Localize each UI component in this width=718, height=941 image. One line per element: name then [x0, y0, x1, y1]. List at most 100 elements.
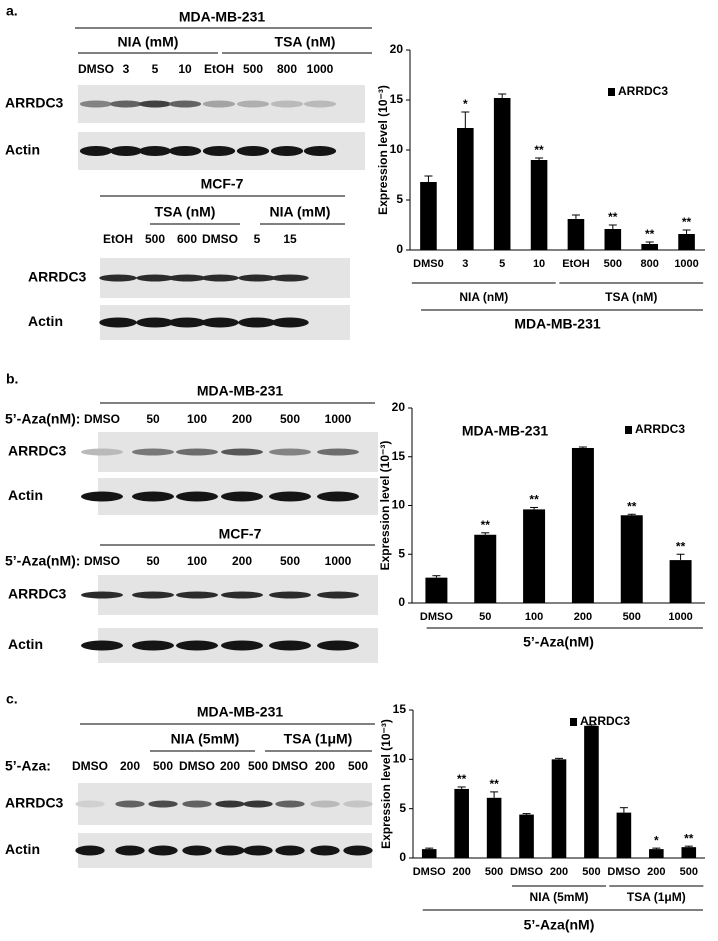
blot-band	[317, 640, 359, 651]
legend-label: ARRDC3	[580, 714, 630, 728]
lane-label: 500	[280, 554, 300, 568]
bar	[474, 534, 497, 603]
row-label: ARRDC3	[5, 795, 64, 811]
legend-swatch	[625, 426, 632, 434]
bar	[669, 560, 692, 603]
blot-band	[269, 491, 311, 502]
y-tick-label: 10	[392, 498, 406, 512]
blot-band	[168, 317, 206, 328]
blot-band	[79, 146, 113, 156]
legend-label: ARRDC3	[618, 84, 668, 98]
significance: **	[608, 210, 618, 224]
y-axis-label: Expression level (10⁻³)	[379, 719, 393, 849]
bar	[551, 759, 567, 858]
group-label: NIA (nM)	[459, 290, 508, 304]
lane-label: 200	[232, 412, 252, 426]
x-tick-label: EtOH	[562, 258, 590, 270]
bar	[420, 182, 437, 250]
blot-band	[176, 448, 218, 456]
significance: **	[457, 772, 467, 786]
lane-label: 15	[283, 232, 297, 246]
significance: **	[529, 493, 539, 507]
lane-label: 5	[152, 62, 159, 76]
significance: **	[645, 227, 655, 241]
bar	[616, 812, 632, 858]
bar	[681, 847, 697, 858]
lane-label: 200	[232, 554, 252, 568]
bar	[620, 515, 643, 603]
bar	[454, 788, 469, 858]
cell-line-label: MDA-MB-231	[179, 9, 266, 25]
group-label: NIA (5mM)	[171, 731, 240, 747]
blot-band	[138, 146, 172, 156]
significance: **	[489, 777, 499, 791]
x-tick-label: 500	[680, 866, 698, 878]
lane-label: 1000	[325, 554, 352, 568]
blot-band	[243, 800, 273, 808]
blot-band	[269, 591, 311, 599]
lane-label: 10	[178, 62, 192, 76]
blot-band	[317, 448, 359, 456]
lane-label: 3	[123, 62, 130, 76]
lane-label: 500	[153, 759, 173, 773]
blot-band	[176, 491, 218, 502]
y-tick-label: 5	[399, 801, 406, 815]
bar	[425, 577, 448, 603]
x-tick-label: 500	[623, 611, 641, 623]
bar	[519, 814, 534, 858]
blot-band	[81, 491, 123, 502]
bar	[641, 244, 658, 250]
bar	[567, 219, 585, 250]
y-tick-label: 5	[398, 546, 405, 560]
lane-label: EtOH	[204, 62, 234, 76]
blot-band	[132, 491, 174, 502]
significance: **	[684, 831, 694, 845]
blot-band	[168, 100, 202, 108]
x-tick-label: 500	[604, 258, 622, 270]
blot-band	[202, 146, 236, 156]
lane-label: DMSO	[272, 759, 308, 773]
y-tick-label: 10	[390, 142, 404, 156]
significance: **	[534, 143, 544, 157]
treatment-label: 5’-Aza:	[5, 758, 51, 774]
significance: **	[481, 518, 491, 532]
x-tick-label: DMSO	[607, 866, 640, 878]
lane-label: 200	[315, 759, 335, 773]
lane-label: 500	[280, 412, 300, 426]
chart-title: MDA-MB-231	[462, 423, 549, 439]
lane-label: 50	[146, 554, 160, 568]
y-tick-label: 20	[392, 400, 406, 414]
bar	[678, 234, 695, 250]
x-tick-label: 200	[574, 611, 592, 623]
blot-band	[269, 640, 311, 651]
bar	[493, 98, 511, 250]
blot-band	[182, 845, 212, 856]
blot-band	[136, 317, 174, 328]
group-label: NIA (mM)	[118, 34, 179, 50]
blot-band	[303, 100, 337, 108]
blot-band	[75, 800, 105, 808]
y-tick-label: 15	[393, 702, 407, 716]
bar	[486, 797, 502, 858]
lane-label: EtOH	[103, 232, 133, 246]
panel-label: a.	[6, 3, 18, 19]
bar	[530, 160, 548, 250]
blot-band	[132, 448, 174, 456]
lane-label: 1000	[325, 412, 352, 426]
x-tick-label: 500	[582, 866, 600, 878]
row-label: ARRDC3	[8, 586, 67, 602]
row-label: ARRDC3	[5, 95, 64, 111]
blot-band	[221, 491, 263, 502]
x-axis-label: 5’-Aza(nM)	[523, 634, 594, 650]
blot-band	[115, 800, 145, 808]
cell-line-label: MCF-7	[219, 526, 262, 542]
x-tick-label: 1000	[674, 258, 698, 270]
lane-label: DMSO	[179, 759, 215, 773]
blot-band	[238, 274, 276, 282]
bar	[457, 128, 474, 250]
lane-label: 1000	[307, 62, 334, 76]
blot-band	[275, 845, 305, 856]
blot-band	[221, 640, 263, 651]
y-axis-label: Expression level (10⁻³)	[378, 441, 392, 571]
row-label: Actin	[28, 313, 63, 329]
